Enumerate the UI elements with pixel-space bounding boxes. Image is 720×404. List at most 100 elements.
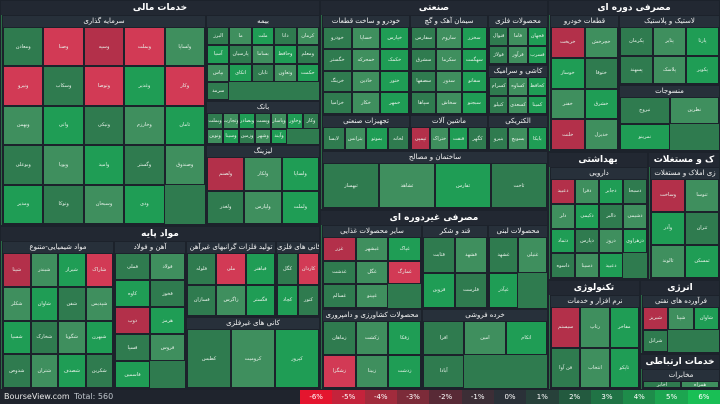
stock-tile[interactable]: قشهد (455, 237, 487, 273)
stock-tile[interactable]: نبروج (620, 97, 670, 124)
stock-tile[interactable]: البرز (207, 27, 230, 46)
stock-tile[interactable]: وآذر (651, 212, 685, 245)
stock-tile[interactable]: خوساز (551, 57, 585, 89)
stock-tile[interactable]: ثفارس (435, 163, 491, 208)
stock-tile[interactable]: وبملت (124, 27, 165, 67)
stock-tile[interactable]: سرمد (207, 81, 230, 100)
stock-tile[interactable]: پارسیان (229, 45, 252, 64)
stock-tile[interactable]: اتکای (229, 63, 252, 82)
subsector-bank[interactable]: بانک وبملت وتجارت وبصادر وپست وپاسار وخاور وکار… (206, 101, 319, 145)
stock-tile[interactable]: شبهرن (85, 320, 113, 355)
stock-tile[interactable]: شسپا (3, 320, 31, 355)
stock-tile[interactable]: کچاد (277, 284, 298, 316)
stock-tile[interactable]: ومعادن (3, 27, 44, 67)
stock-tile[interactable]: فخوز (150, 280, 185, 307)
stock-tile[interactable]: ملی (216, 253, 246, 285)
stock-tile[interactable]: وبوعلی (3, 145, 44, 185)
stock-tile[interactable]: دلر (551, 203, 575, 229)
stock-tile[interactable]: وتوصا (83, 66, 125, 106)
stock-tile[interactable]: ختراک (430, 127, 449, 150)
subsector-auto-parts[interactable]: قطعات خودرو خریخت خچرخش خوساز ختوقا خفنر خشرق خ… (550, 15, 619, 151)
stock-tile[interactable]: وپویا (43, 145, 84, 185)
stock-tile[interactable]: شفن (58, 286, 86, 321)
stock-tile[interactable]: سکرما (436, 48, 462, 71)
stock-tile[interactable]: شصدف (58, 354, 86, 388)
subsector-oil-products[interactable]: فرآورده های نفتی شبریز شپنا شاوان شرانل (642, 295, 719, 353)
subsector-software[interactable]: نرم افزار و خدمات سیستم رتاپ مفاخر فن آوا انت… (550, 295, 639, 389)
stock-tile[interactable]: ما (229, 27, 252, 46)
stock-tile[interactable]: دروز (599, 228, 623, 254)
stock-tile[interactable]: ونیرو (3, 66, 44, 106)
stock-tile[interactable]: زکشت (355, 321, 389, 355)
stock-tile[interactable]: آبادا (423, 354, 465, 388)
stock-tile[interactable]: خلنت (551, 119, 585, 150)
stock-tile[interactable]: ثالوند (651, 245, 685, 278)
stock-tile[interactable]: داسوه (551, 253, 575, 278)
stock-tile[interactable]: ثتران (685, 212, 719, 245)
stock-tile[interactable]: وتجارت (223, 113, 239, 129)
stock-tile[interactable]: ثشاهد (379, 163, 435, 208)
stock-tile[interactable]: زدشت (388, 354, 421, 388)
stock-tile[interactable]: وصندوق (164, 145, 205, 185)
stock-tile[interactable]: ومدیر (3, 184, 44, 224)
stock-tile[interactable]: وزمین (239, 128, 255, 144)
stock-tile[interactable]: سهگمت (461, 48, 487, 71)
stock-tile[interactable]: خپارس (380, 27, 409, 49)
subsector-tiles[interactable]: کاشی و سرامیک کسرام کساوه کحافظ کنیلو کسعدی کم… (488, 65, 547, 115)
stock-tile[interactable]: کرمان (296, 27, 319, 46)
stock-tile[interactable]: شگویا (58, 320, 86, 355)
stock-tile[interactable]: فگستر (245, 284, 275, 316)
stock-tile[interactable]: بایکا (527, 127, 547, 150)
stock-tile[interactable]: وپست (255, 113, 271, 129)
subsector-investment[interactable]: سرمایه گذاری ومعادن وصنا وسپه وبملت ولساپا ونی… (2, 15, 206, 225)
stock-tile[interactable]: وغدیر (124, 66, 165, 106)
stock-tile[interactable]: خاذین (351, 70, 381, 93)
stock-tile[interactable]: پارتا (685, 27, 719, 56)
stock-tile[interactable]: فروس (150, 334, 185, 361)
stock-tile[interactable]: وکار (303, 113, 319, 129)
stock-tile[interactable]: سیستم (551, 307, 581, 348)
stock-tile[interactable]: دالبر (599, 203, 623, 229)
stock-tile[interactable]: سخاش (436, 92, 462, 114)
stock-tile[interactable]: ونوین (207, 128, 223, 144)
stock-tile[interactable]: سصفها (411, 70, 437, 93)
stock-tile[interactable]: وکار (164, 66, 205, 106)
stock-tile[interactable]: غنیلی (518, 237, 547, 273)
stock-tile[interactable]: سبجنو (461, 92, 487, 114)
stock-tile[interactable]: سخزر (461, 27, 487, 49)
stock-tile[interactable]: خگستر (323, 48, 352, 71)
stock-tile[interactable]: غگل (355, 260, 389, 285)
stock-tile[interactable]: شتران (30, 354, 58, 388)
stock-tile[interactable]: کنور (298, 284, 319, 316)
stock-tile[interactable]: خکمک (380, 48, 409, 71)
stock-tile[interactable]: خدیزل (584, 119, 618, 150)
stock-tile[interactable]: تابان (251, 63, 275, 82)
stock-tile[interactable]: لخانه (387, 127, 409, 150)
stock-tile[interactable]: غپآذر (489, 272, 518, 308)
stock-tile[interactable]: دشیمی (623, 203, 647, 229)
stock-tile[interactable]: غمارگ (388, 260, 421, 285)
stock-tile[interactable]: نمرینو (620, 123, 670, 150)
stock-tile[interactable]: فولاژ (489, 45, 509, 64)
stock-tile[interactable]: ولصنم (207, 157, 245, 191)
sector-real-estate[interactable]: ک و مستغلات زی املاک و مستغلات وساخت ثنوسا… (648, 152, 720, 280)
stock-tile[interactable]: کطبس (187, 329, 231, 388)
stock-tile[interactable]: ثامان (164, 105, 205, 146)
stock-tile[interactable]: سفارس (411, 27, 437, 49)
subsector-agriculture[interactable]: محصولات کشاورزی و دامپروری زماهان زکشت زفکا… (322, 309, 422, 389)
stock-tile[interactable]: دفرا (575, 179, 599, 204)
subsector-steel[interactable]: آهن و فولاد فملی فولاد کاوه فخوز ذوب هرمز فسپا ف… (114, 241, 186, 389)
subsector-construction[interactable]: ساختمان و مصالح ثبهساز ثشاهد ثفارس ثاخت (322, 151, 547, 209)
stock-tile[interactable]: کرومیت (231, 329, 275, 388)
stock-tile[interactable]: خرینگ (323, 70, 352, 93)
stock-tile[interactable]: کنیلو (489, 95, 509, 114)
stock-tile[interactable]: آسیا (207, 45, 230, 64)
stock-tile[interactable]: شاراک (85, 253, 113, 287)
stock-tile[interactable]: وسپه (83, 27, 125, 67)
stock-tile[interactable]: ولپارس (244, 190, 282, 224)
stock-tile[interactable]: غسالم (323, 284, 356, 308)
stock-tile[interactable]: ولساپا (281, 157, 319, 191)
stock-tile[interactable]: وشهر (255, 128, 271, 144)
stock-tile[interactable]: وصنا (43, 27, 84, 67)
stock-tile[interactable]: خودرو (323, 27, 352, 49)
